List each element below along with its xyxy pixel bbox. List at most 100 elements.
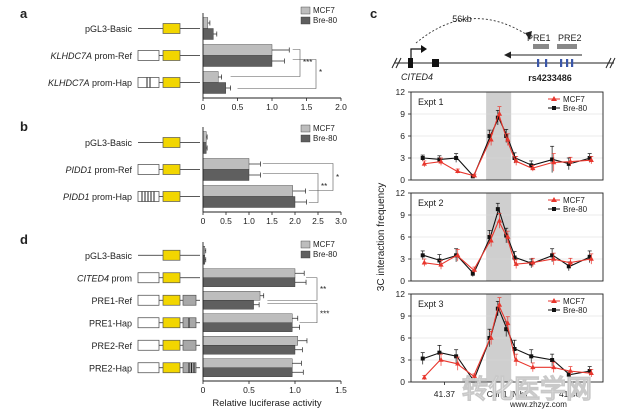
- panel-letter-b: b: [20, 119, 28, 134]
- category-label-italic: CITED4: [77, 273, 109, 283]
- data-point-mcf7: [471, 172, 478, 178]
- data-point-bre80: [470, 378, 475, 383]
- y-tick-label: 0: [400, 276, 405, 286]
- data-point-mcf7: [513, 157, 519, 163]
- data-point-bre80: [566, 372, 571, 377]
- legend-marker-square-icon: [552, 207, 556, 211]
- arrow-head-icon: [525, 31, 532, 40]
- luciferase-box: [162, 77, 181, 88]
- category-label: KLHDC7A prom-Ref: [50, 51, 132, 61]
- bar-mcf7: [202, 131, 207, 143]
- category-label: pGL3-Basic: [85, 24, 133, 34]
- x-tick-label: 0: [201, 385, 206, 395]
- panel-d: d pGL3-Basic CITED4 prom PRE1-Ref PRE1-Hap PR…: [20, 232, 347, 409]
- bar-bre80: [202, 142, 207, 154]
- data-point-bre80: [587, 254, 592, 259]
- x-tick-label: 1.5: [266, 216, 278, 226]
- data-point-mcf7: [471, 267, 478, 272]
- pre2-box: [557, 44, 577, 49]
- legend-label: MCF7: [563, 196, 585, 205]
- snp-marker-icon: [571, 59, 574, 67]
- pre2-label: PRE2: [558, 33, 582, 43]
- data-point-bre80: [529, 354, 534, 359]
- data-point-mcf7: [488, 335, 494, 340]
- promoter-box: [137, 164, 160, 175]
- bar-bre80: [202, 277, 296, 287]
- y-tick-label: 3: [400, 355, 405, 365]
- category-label-italic: KLHDC7A: [50, 51, 92, 61]
- bar-bre80: [202, 28, 214, 40]
- luciferase-box: [162, 317, 181, 329]
- pre1-label: PRE1: [527, 33, 551, 43]
- x-tick-label: 1.0: [243, 216, 255, 226]
- series-line-mcf7: [423, 303, 591, 378]
- promoter-box: [137, 294, 160, 306]
- x-tick-label: 0.5: [232, 102, 244, 112]
- sig-bracket: [262, 173, 319, 203]
- bar-mcf7: [202, 44, 273, 56]
- data-point-bre80: [454, 354, 459, 359]
- data-point-bre80: [487, 235, 492, 239]
- data-point-mcf7: [588, 256, 594, 261]
- bar-mcf7: [202, 358, 293, 368]
- data-point-mcf7: [567, 259, 574, 265]
- luciferase-box: [162, 23, 181, 34]
- y-tick-label: 12: [396, 188, 406, 198]
- sig-bracket: [262, 163, 334, 191]
- legend-marker-triangle-icon: [551, 96, 557, 101]
- data-point-mcf7: [455, 252, 461, 258]
- data-point-mcf7: [438, 261, 444, 267]
- data-point-mcf7: [455, 168, 461, 173]
- data-point-bre80: [587, 156, 592, 160]
- bar-mcf7: [202, 336, 298, 346]
- data-point-bre80: [512, 347, 517, 351]
- data-point-mcf7: [513, 357, 519, 362]
- bar-mcf7: [202, 71, 219, 83]
- x-tick-label: 1.0: [289, 385, 301, 395]
- sig-bracket: [230, 49, 301, 77]
- y-tick-label: 3: [400, 254, 405, 264]
- category-label: PRE2-Hap: [89, 363, 132, 373]
- y-tick-label: 12: [396, 87, 406, 97]
- tss-arrow-icon: [410, 48, 422, 58]
- x-tick-label: 2.0: [289, 216, 301, 226]
- data-point-bre80: [587, 369, 592, 373]
- subplot-frame: [410, 293, 604, 383]
- legend-marker-square-icon: [552, 308, 556, 312]
- panel-letter-a: a: [20, 6, 28, 21]
- axis-break-icon: [605, 57, 616, 69]
- legend-label: MCF7: [563, 95, 585, 104]
- snp-marker-icon: [566, 59, 569, 67]
- x-tick-label: 2.0: [335, 102, 347, 112]
- x-tick-label: 0.5: [220, 216, 232, 226]
- data-point-bre80: [550, 253, 555, 258]
- sig-label: *: [336, 173, 339, 182]
- legend-swatch: [300, 124, 311, 133]
- luciferase-box: [162, 50, 181, 61]
- legend-swatch: [300, 6, 311, 15]
- promoter-box: [137, 339, 160, 351]
- bar-bre80: [202, 169, 250, 181]
- legend-swatch: [300, 16, 311, 25]
- luciferase-box: [162, 294, 181, 306]
- distance-label: 56kb: [452, 14, 472, 24]
- category-label: PRE1-Hap: [89, 318, 132, 328]
- x-tick-label: 41.40: [559, 389, 581, 399]
- luciferase-box: [162, 362, 181, 374]
- data-point-bre80: [550, 157, 555, 162]
- category-label-italic: PIDD1: [65, 165, 92, 175]
- legend-label: MCF7: [563, 297, 585, 306]
- data-point-bre80: [504, 327, 509, 332]
- tss-arrow-head-icon: [421, 45, 427, 53]
- x-tick-label: 0.5: [243, 385, 255, 395]
- category-label-italic: KLHDC7A: [48, 78, 90, 88]
- bar-bre80: [202, 196, 296, 208]
- y-tick-label: 0: [400, 175, 405, 185]
- series-line-mcf7: [423, 219, 591, 271]
- pre1-box: [533, 44, 549, 49]
- legend-label: MCF7: [313, 6, 335, 15]
- x-tick-label: 1.5: [335, 385, 347, 395]
- axis-break-icon: [391, 57, 402, 69]
- bar-bre80: [202, 322, 293, 332]
